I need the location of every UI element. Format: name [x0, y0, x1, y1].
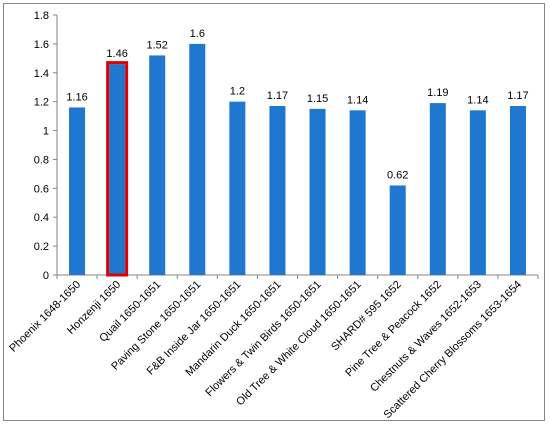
data-labels: 1.16 1.46 1.52 1.6 1.2 1.17 1.15 1.14 0.62 1.19 1.… [66, 28, 528, 182]
bar [349, 110, 366, 275]
bar [109, 64, 126, 275]
bar [469, 110, 486, 275]
data-label: 1.14 [347, 94, 368, 106]
x-axis [56, 274, 539, 279]
bar [309, 108, 326, 275]
y-tick-label: 1.6 [34, 39, 49, 51]
bar [149, 55, 166, 275]
y-tick-label: 0.4 [34, 212, 49, 224]
y-tick-label: 0 [43, 270, 49, 282]
data-label: 1.15 [307, 93, 328, 105]
y-tick-label: 1.8 [34, 10, 49, 22]
bar [389, 185, 406, 275]
y-tick-label: 0.6 [34, 183, 49, 195]
category-label: SHARD# 595 1652 [329, 279, 404, 354]
y-tick-label: 0.8 [34, 154, 49, 166]
data-label: 0.62 [387, 169, 408, 181]
y-tick-label: 1.2 [34, 97, 49, 109]
bar [429, 103, 446, 275]
data-label: 1.52 [146, 39, 167, 51]
y-tick-label: 1 [43, 126, 49, 138]
bar [69, 107, 86, 275]
bar [269, 106, 286, 275]
data-label: 1.46 [106, 48, 127, 60]
data-label: 1.17 [267, 90, 288, 102]
bar [229, 101, 246, 276]
data-label: 1.6 [190, 28, 205, 40]
data-label: 1.19 [427, 87, 448, 99]
bar [509, 106, 526, 275]
category-label: Phoenix 1648-1650 [7, 279, 83, 355]
bars [69, 43, 526, 277]
data-label: 1.2 [230, 86, 245, 98]
bar-highlight [106, 61, 129, 277]
data-label: 1.14 [467, 94, 488, 106]
y-tick-label: 0.2 [34, 241, 49, 253]
y-tick-label: 1.4 [34, 68, 49, 80]
y-axis: 0 0.2 0.4 0.6 0.8 1 1.2 1.4 1.6 1.8 [34, 10, 58, 282]
data-label: 1.16 [66, 91, 87, 103]
data-label: 1.17 [507, 90, 528, 102]
bar [189, 43, 206, 276]
